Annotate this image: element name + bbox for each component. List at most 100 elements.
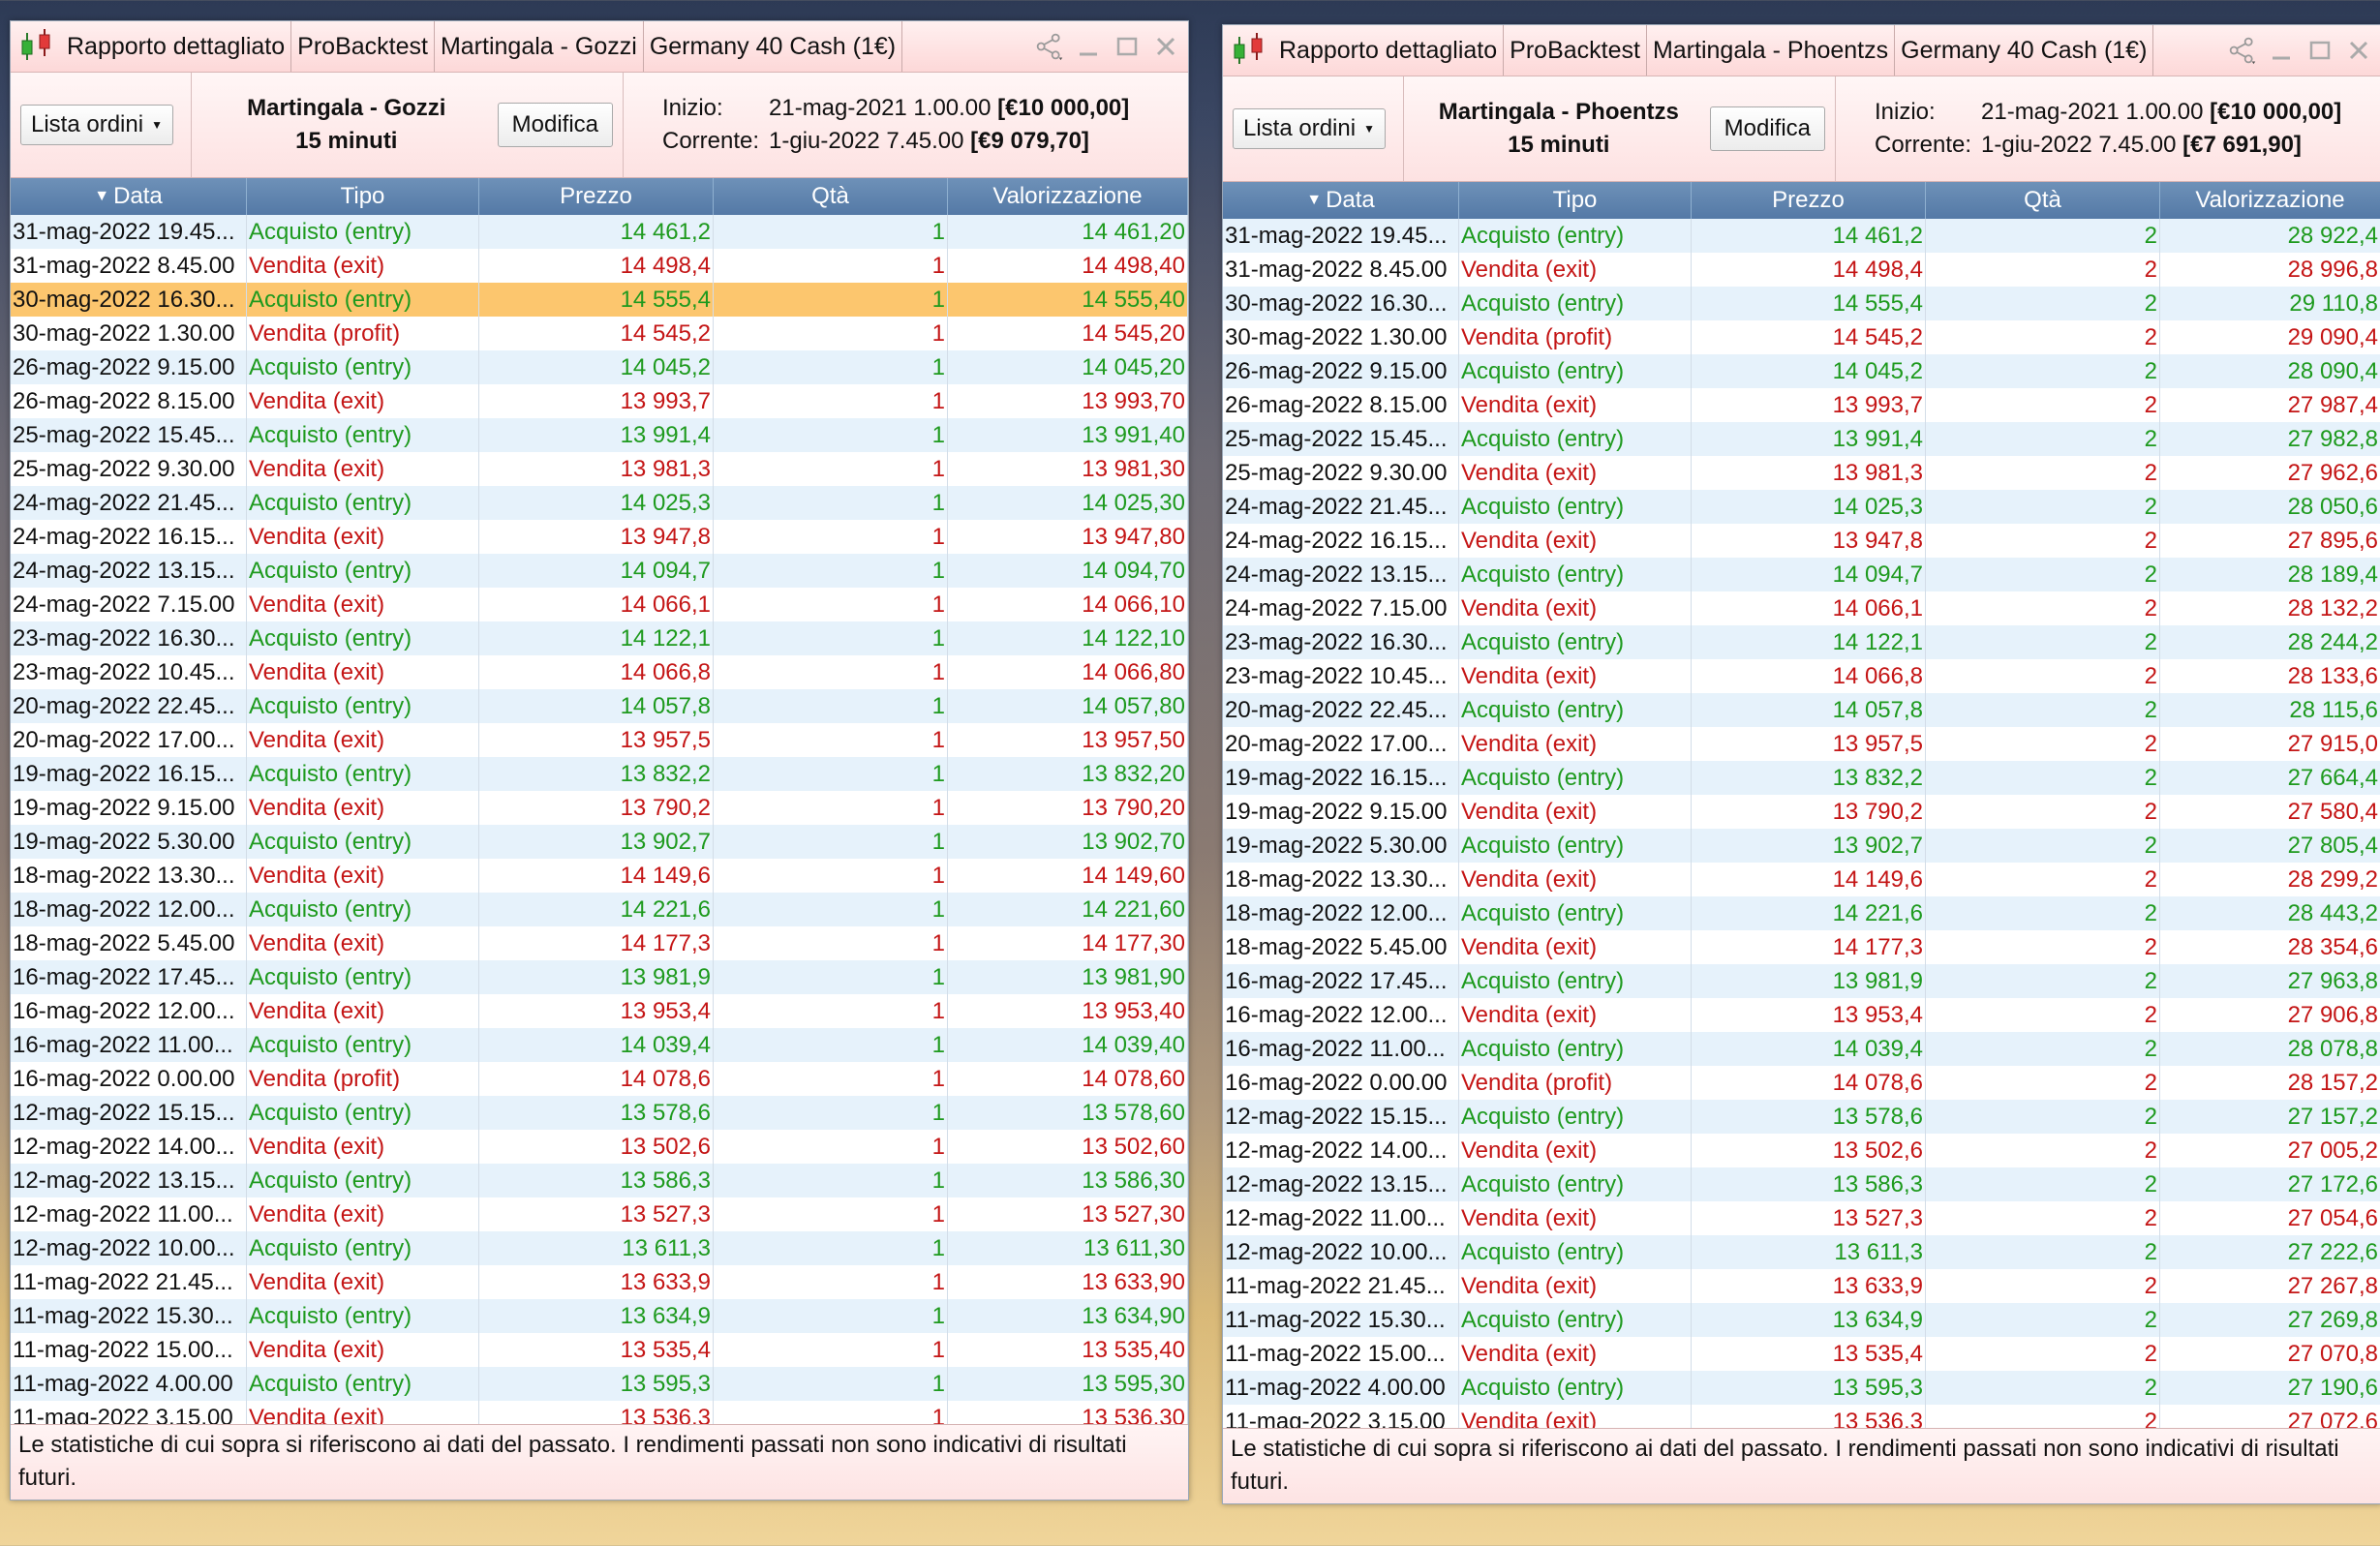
column-header-price[interactable]: Prezzo — [479, 178, 714, 215]
column-header-date[interactable]: ▼ Data — [1223, 182, 1459, 219]
maximize-icon[interactable] — [2305, 36, 2334, 65]
table-row[interactable]: 19-mag-2022 5.30.00 Acquisto (entry) 13 90… — [1223, 829, 2380, 863]
column-header-date[interactable]: ▼ Data — [11, 178, 247, 215]
table-row[interactable]: 26-mag-2022 9.15.00 Acquisto (entry) 14 04… — [11, 350, 1188, 384]
table-row[interactable]: 16-mag-2022 11.00... Acquisto (entry) 14 0… — [1223, 1032, 2380, 1066]
minimize-icon[interactable] — [2267, 36, 2296, 65]
column-header-price[interactable]: Prezzo — [1692, 182, 1926, 219]
table-row[interactable]: 16-mag-2022 17.45... Acquisto (entry) 13 9… — [1223, 964, 2380, 998]
table-row[interactable]: 30-mag-2022 1.30.00 Vendita (profit) 14 54… — [1223, 320, 2380, 354]
orders-table[interactable]: 31-mag-2022 19.45... Acquisto (entry) 14 4… — [11, 215, 1188, 1446]
maximize-icon[interactable] — [1113, 32, 1142, 61]
table-row[interactable]: 31-mag-2022 8.45.00 Vendita (exit) 14 498,… — [1223, 253, 2380, 287]
table-row[interactable]: 19-mag-2022 9.15.00 Vendita (exit) 13 790,… — [1223, 795, 2380, 829]
table-row[interactable]: 16-mag-2022 0.00.00 Vendita (profit) 14 07… — [11, 1062, 1188, 1096]
table-row[interactable]: 26-mag-2022 9.15.00 Acquisto (entry) 14 04… — [1223, 354, 2380, 388]
report-window-gozzi[interactable]: Rapporto dettagliato ProBacktest Marting… — [10, 20, 1189, 1501]
table-row[interactable]: 18-mag-2022 13.30... Vendita (exit) 14 149… — [1223, 863, 2380, 896]
table-row[interactable]: 23-mag-2022 10.45... Vendita (exit) 14 066… — [1223, 659, 2380, 693]
table-row[interactable]: 23-mag-2022 10.45... Vendita (exit) 14 066… — [11, 655, 1188, 689]
table-row[interactable]: 19-mag-2022 16.15... Acquisto (entry) 13 8… — [11, 757, 1188, 791]
table-row[interactable]: 19-mag-2022 16.15... Acquisto (entry) 13 8… — [1223, 761, 2380, 795]
table-row[interactable]: 30-mag-2022 1.30.00 Vendita (profit) 14 54… — [11, 317, 1188, 350]
table-row[interactable]: 20-mag-2022 22.45... Acquisto (entry) 14 0… — [1223, 693, 2380, 727]
table-row[interactable]: 30-mag-2022 16.30... Acquisto (entry) 14 5… — [1223, 287, 2380, 320]
table-row[interactable]: 31-mag-2022 19.45... Acquisto (entry) 14 4… — [11, 215, 1188, 249]
table-row[interactable]: 11-mag-2022 4.00.00 Acquisto (entry) 13 59… — [11, 1367, 1188, 1401]
table-row[interactable]: 20-mag-2022 17.00... Vendita (exit) 13 957… — [11, 723, 1188, 757]
table-row[interactable]: 19-mag-2022 9.15.00 Vendita (exit) 13 790,… — [11, 791, 1188, 825]
table-row[interactable]: 25-mag-2022 9.30.00 Vendita (exit) 13 981,… — [1223, 456, 2380, 490]
share-icon[interactable] — [2228, 36, 2257, 65]
table-row[interactable]: 26-mag-2022 8.15.00 Vendita (exit) 13 993,… — [11, 384, 1188, 418]
cell-price: 14 555,4 — [479, 283, 714, 317]
table-row[interactable]: 12-mag-2022 15.15... Acquisto (entry) 13 5… — [1223, 1100, 2380, 1134]
table-row[interactable]: 12-mag-2022 11.00... Vendita (exit) 13 527… — [11, 1197, 1188, 1231]
order-list-dropdown[interactable]: Lista ordini ▼ — [20, 105, 173, 145]
table-row[interactable]: 12-mag-2022 13.15... Acquisto (entry) 13 5… — [1223, 1167, 2380, 1201]
table-row[interactable]: 16-mag-2022 11.00... Acquisto (entry) 14 0… — [11, 1028, 1188, 1062]
table-row[interactable]: 16-mag-2022 12.00... Vendita (exit) 13 953… — [11, 994, 1188, 1028]
table-row[interactable]: 24-mag-2022 21.45... Acquisto (entry) 14 0… — [11, 486, 1188, 520]
report-window-phoentzs[interactable]: Rapporto dettagliato ProBacktest Marting… — [1222, 24, 2380, 1504]
table-row[interactable]: 31-mag-2022 19.45... Acquisto (entry) 14 4… — [1223, 219, 2380, 253]
column-header-type[interactable]: Tipo — [1459, 182, 1692, 219]
minimize-icon[interactable] — [1074, 32, 1103, 61]
table-row[interactable]: 19-mag-2022 5.30.00 Acquisto (entry) 13 90… — [11, 825, 1188, 859]
table-row[interactable]: 18-mag-2022 12.00... Acquisto (entry) 14 2… — [1223, 896, 2380, 930]
table-row[interactable]: 12-mag-2022 11.00... Vendita (exit) 13 527… — [1223, 1201, 2380, 1235]
table-row[interactable]: 24-mag-2022 16.15... Vendita (exit) 13 947… — [1223, 524, 2380, 558]
table-row[interactable]: 16-mag-2022 12.00... Vendita (exit) 13 953… — [1223, 998, 2380, 1032]
column-header-qty[interactable]: Qtà — [1926, 182, 2160, 219]
table-row[interactable]: 12-mag-2022 13.15... Acquisto (entry) 13 5… — [11, 1164, 1188, 1197]
table-row[interactable]: 20-mag-2022 17.00... Vendita (exit) 13 957… — [1223, 727, 2380, 761]
table-row[interactable]: 18-mag-2022 5.45.00 Vendita (exit) 14 177,… — [11, 926, 1188, 960]
orders-table[interactable]: 31-mag-2022 19.45... Acquisto (entry) 14 4… — [1223, 219, 2380, 1450]
order-list-dropdown[interactable]: Lista ordini ▼ — [1233, 108, 1386, 149]
column-header-valuation[interactable]: Valorizzazione — [948, 178, 1188, 215]
table-row[interactable]: 12-mag-2022 14.00... Vendita (exit) 13 502… — [11, 1130, 1188, 1164]
window-titlebar[interactable]: Rapporto dettagliato ProBacktest Marting… — [1223, 25, 2380, 76]
table-row[interactable]: 11-mag-2022 21.45... Vendita (exit) 13 633… — [1223, 1269, 2380, 1303]
table-row[interactable]: 24-mag-2022 7.15.00 Vendita (exit) 14 066,… — [1223, 591, 2380, 625]
table-row[interactable]: 24-mag-2022 16.15... Vendita (exit) 13 947… — [11, 520, 1188, 554]
table-row[interactable]: 24-mag-2022 21.45... Acquisto (entry) 14 0… — [1223, 490, 2380, 524]
table-row[interactable]: 23-mag-2022 16.30... Acquisto (entry) 14 1… — [1223, 625, 2380, 659]
table-row[interactable]: 12-mag-2022 10.00... Acquisto (entry) 13 6… — [1223, 1235, 2380, 1269]
table-row[interactable]: 16-mag-2022 17.45... Acquisto (entry) 13 9… — [11, 960, 1188, 994]
table-row[interactable]: 26-mag-2022 8.15.00 Vendita (exit) 13 993,… — [1223, 388, 2380, 422]
table-row[interactable]: 11-mag-2022 15.00... Vendita (exit) 13 535… — [11, 1333, 1188, 1367]
cell-valuation: 13 578,60 — [948, 1096, 1188, 1130]
table-row[interactable]: 25-mag-2022 15.45... Acquisto (entry) 13 9… — [11, 418, 1188, 452]
close-icon[interactable] — [1151, 32, 1180, 61]
edit-button[interactable]: Modifica — [497, 103, 613, 147]
table-row[interactable]: 12-mag-2022 15.15... Acquisto (entry) 13 5… — [11, 1096, 1188, 1130]
table-row[interactable]: 20-mag-2022 22.45... Acquisto (entry) 14 0… — [11, 689, 1188, 723]
table-row[interactable]: 11-mag-2022 4.00.00 Acquisto (entry) 13 59… — [1223, 1371, 2380, 1405]
column-header-qty[interactable]: Qtà — [714, 178, 948, 215]
table-row[interactable]: 12-mag-2022 14.00... Vendita (exit) 13 502… — [1223, 1134, 2380, 1167]
table-row[interactable]: 11-mag-2022 21.45... Vendita (exit) 13 633… — [11, 1265, 1188, 1299]
table-row[interactable]: 25-mag-2022 9.30.00 Vendita (exit) 13 981,… — [11, 452, 1188, 486]
column-header-valuation[interactable]: Valorizzazione — [2160, 182, 2380, 219]
table-row[interactable]: 25-mag-2022 15.45... Acquisto (entry) 13 9… — [1223, 422, 2380, 456]
table-row[interactable]: 16-mag-2022 0.00.00 Vendita (profit) 14 07… — [1223, 1066, 2380, 1100]
share-icon[interactable] — [1035, 32, 1064, 61]
table-row[interactable]: 18-mag-2022 13.30... Vendita (exit) 14 149… — [11, 859, 1188, 893]
table-row[interactable]: 11-mag-2022 15.30... Acquisto (entry) 13 6… — [1223, 1303, 2380, 1337]
table-row[interactable]: 18-mag-2022 5.45.00 Vendita (exit) 14 177,… — [1223, 930, 2380, 964]
table-row[interactable]: 24-mag-2022 7.15.00 Vendita (exit) 14 066,… — [11, 588, 1188, 621]
table-row[interactable]: 24-mag-2022 13.15... Acquisto (entry) 14 0… — [11, 554, 1188, 588]
close-icon[interactable] — [2344, 36, 2373, 65]
table-row[interactable]: 11-mag-2022 15.00... Vendita (exit) 13 535… — [1223, 1337, 2380, 1371]
window-titlebar[interactable]: Rapporto dettagliato ProBacktest Marting… — [11, 21, 1188, 73]
table-row[interactable]: 24-mag-2022 13.15... Acquisto (entry) 14 0… — [1223, 558, 2380, 591]
table-row[interactable]: 12-mag-2022 10.00... Acquisto (entry) 13 6… — [11, 1231, 1188, 1265]
edit-button[interactable]: Modifica — [1709, 106, 1825, 151]
table-row[interactable]: 18-mag-2022 12.00... Acquisto (entry) 14 2… — [11, 893, 1188, 926]
column-header-type[interactable]: Tipo — [247, 178, 479, 215]
table-row[interactable]: 23-mag-2022 16.30... Acquisto (entry) 14 1… — [11, 621, 1188, 655]
table-row[interactable]: 11-mag-2022 15.30... Acquisto (entry) 13 6… — [11, 1299, 1188, 1333]
table-row[interactable]: 31-mag-2022 8.45.00 Vendita (exit) 14 498,… — [11, 249, 1188, 283]
table-row[interactable]: 30-mag-2022 16.30... Acquisto (entry) 14 5… — [11, 283, 1188, 317]
